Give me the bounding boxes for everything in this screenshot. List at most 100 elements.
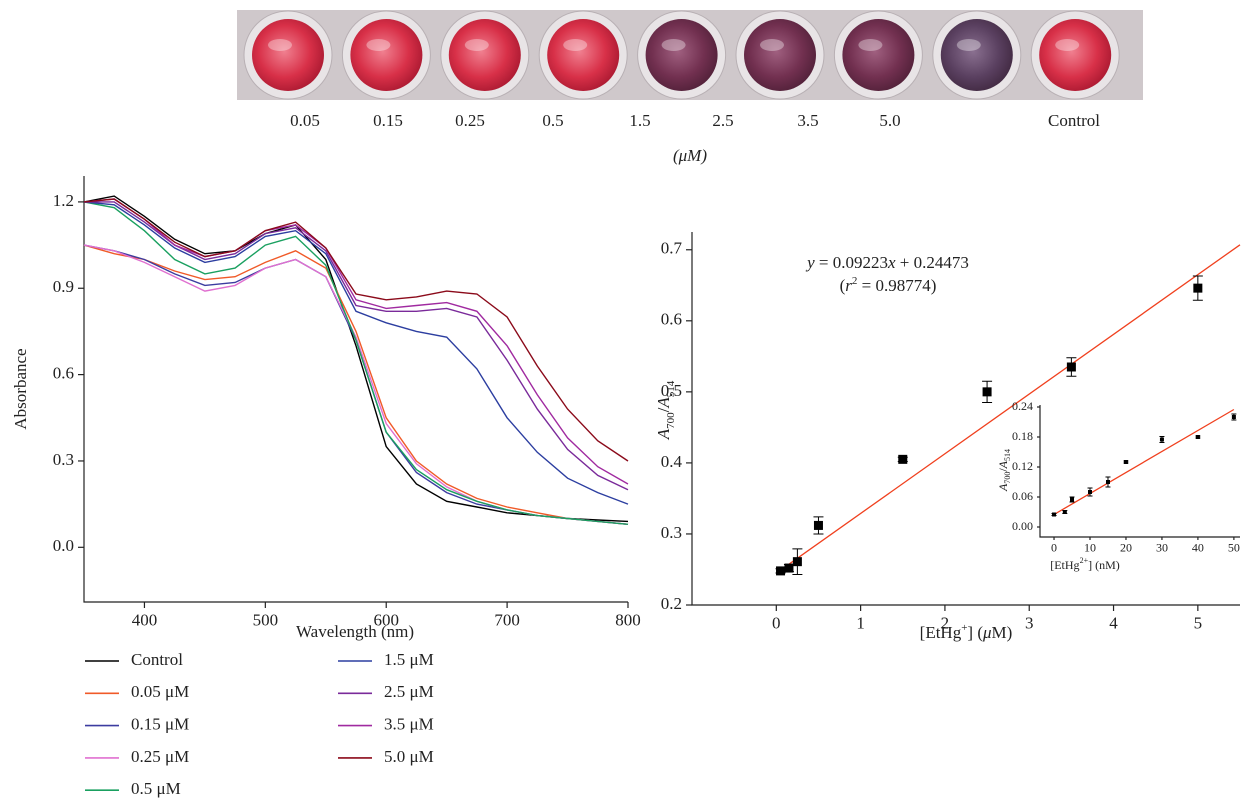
x-tick-label: 50 xyxy=(1228,541,1240,555)
y-tick-label: 0.4 xyxy=(661,452,683,471)
legend-label: 2.5 μM xyxy=(384,682,434,701)
data-point xyxy=(1195,435,1200,439)
y-tick-label: 0.5 xyxy=(661,381,682,400)
data-point xyxy=(1066,362,1076,372)
data-point xyxy=(1193,283,1203,293)
legend-label: 0.5 μM xyxy=(131,779,181,798)
axes xyxy=(1039,405,1240,538)
well-shine xyxy=(858,39,883,51)
well-shine xyxy=(956,39,981,51)
well xyxy=(350,19,423,91)
well xyxy=(645,19,718,91)
photo-label: 5.0 xyxy=(879,111,900,130)
inset-x-axis-label: [EtHg2+] (nM) xyxy=(1050,556,1120,571)
data-point xyxy=(1159,437,1164,442)
y-tick-label: 0.6 xyxy=(53,364,74,383)
well xyxy=(744,19,816,91)
y-tick-label: 0.6 xyxy=(661,310,682,329)
equation: y = 0.09223x + 0.24473 xyxy=(805,253,969,272)
data-point xyxy=(784,563,794,573)
fit-line xyxy=(1053,408,1235,516)
spectrum-line xyxy=(83,244,629,525)
photo-label: 0.25 xyxy=(455,111,485,130)
well-shine xyxy=(661,39,686,51)
well xyxy=(547,19,620,91)
well-shine xyxy=(760,39,784,51)
y-tick-label: 0.18 xyxy=(1012,429,1033,443)
y-tick-label: 0.3 xyxy=(661,523,682,542)
well-shine xyxy=(1055,39,1080,51)
data-point xyxy=(1105,480,1110,484)
axes xyxy=(83,176,628,603)
well xyxy=(448,19,521,91)
y-tick-label: 0.12 xyxy=(1012,459,1033,473)
well-plate xyxy=(243,10,1120,100)
data-point xyxy=(1088,490,1092,494)
data-point xyxy=(1062,510,1067,514)
legend-label: Control xyxy=(131,650,183,669)
data-point xyxy=(982,387,992,397)
spectrum-line xyxy=(83,244,629,525)
y-tick-label: 1.2 xyxy=(53,191,74,210)
photo-label: 0.15 xyxy=(373,111,403,130)
photo-label: 1.5 xyxy=(629,111,650,130)
x-tick-label: 0 xyxy=(1051,541,1057,555)
inset-y-axis-label: A700/A514 xyxy=(996,449,1013,492)
well xyxy=(252,19,324,91)
x-tick-label: 2 xyxy=(941,614,950,633)
spectrum-line xyxy=(83,198,629,462)
y-tick-label: 0.00 xyxy=(1012,519,1033,533)
data-point xyxy=(1052,512,1057,517)
data-point xyxy=(813,520,823,530)
photo-label: 0.5 xyxy=(542,111,563,130)
r-squared: (r2 = 0.98774) xyxy=(840,275,937,295)
x-tick-label: 40 xyxy=(1192,541,1204,555)
x-tick-label: 3 xyxy=(1025,614,1034,633)
well-shine xyxy=(563,39,588,51)
data-point xyxy=(792,557,802,567)
y-axis-label: A700/A514 xyxy=(654,380,677,440)
y-tick-label: 0.2 xyxy=(661,594,682,613)
x-tick-label: 800 xyxy=(615,611,641,630)
x-tick-label: 0 xyxy=(772,614,781,633)
x-tick-label: 500 xyxy=(253,611,279,630)
y-tick-label: 0.0 xyxy=(53,536,74,555)
legend-label: 5.0 μM xyxy=(384,747,434,766)
data-point xyxy=(1231,415,1236,419)
x-tick-label: 30 xyxy=(1156,541,1168,555)
spectrum-line xyxy=(83,201,629,525)
spectrum-line xyxy=(83,198,629,485)
spectrum-line xyxy=(83,201,629,505)
well xyxy=(940,19,1013,91)
spectrum-line xyxy=(83,195,629,523)
well-shine xyxy=(366,39,391,51)
photo-label: 0.05 xyxy=(290,111,320,130)
well xyxy=(842,19,915,91)
x-tick-label: 400 xyxy=(132,611,158,630)
x-tick-label: 5 xyxy=(1194,614,1203,633)
spectrum-line xyxy=(83,244,629,525)
photo-label: 2.5 xyxy=(712,111,733,130)
well xyxy=(1039,19,1112,91)
fit-line xyxy=(780,244,1241,571)
x-tick-label: 1 xyxy=(856,614,865,633)
legend-label: 1.5 μM xyxy=(384,650,434,669)
x-tick-label: 700 xyxy=(494,611,520,630)
x-tick-label: 600 xyxy=(373,611,399,630)
y-tick-label: 0.06 xyxy=(1012,489,1033,503)
well-shine xyxy=(464,39,489,51)
legend-label: 0.15 μM xyxy=(131,715,189,734)
y-tick-label: 0.7 xyxy=(661,239,683,258)
x-axis-label: [EtHg+] (μM) xyxy=(920,622,1013,642)
data-point xyxy=(898,454,908,464)
y-axis-label: Absorbance xyxy=(11,348,30,429)
well-shine xyxy=(268,39,292,51)
x-axis-label: Wavelength (nm) xyxy=(296,622,414,641)
data-point xyxy=(1123,460,1128,464)
legend-label: 0.05 μM xyxy=(131,682,189,701)
data-point xyxy=(1070,497,1075,502)
legend-label: 0.25 μM xyxy=(131,747,189,766)
y-tick-label: 0.9 xyxy=(53,277,74,296)
photo-label: Control xyxy=(1048,111,1100,130)
